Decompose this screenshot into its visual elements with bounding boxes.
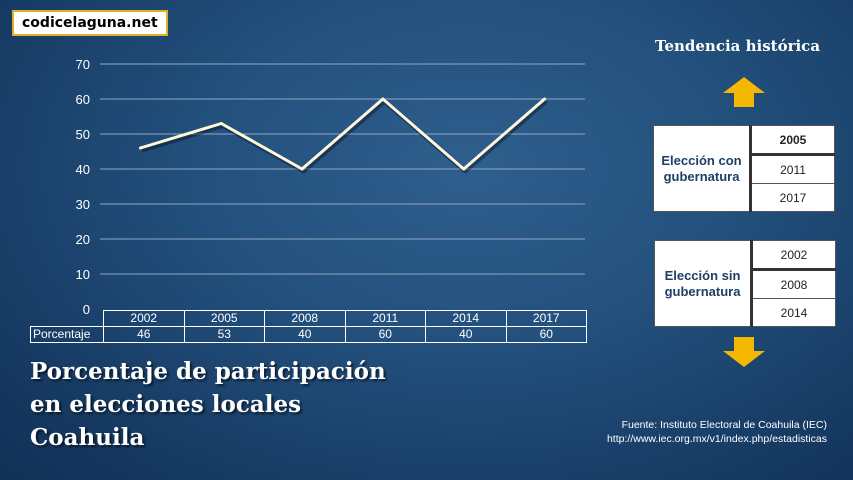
year-cell: 2008 [264,310,346,327]
year-cell: 2017 [750,183,835,212]
arrow-down-shape [723,337,765,367]
year-cell-highlight: 2008 [751,268,836,299]
value-cell: 40 [264,326,346,343]
year-row: 2002 2005 2008 2011 2014 2017 [30,310,587,327]
data-point [462,167,466,171]
con-gubernatura-table: Elección con gubernatura 2005 2011 2017 [653,125,835,212]
value-cell: 53 [183,326,265,343]
title-line-1: Porcentaje de participación [30,358,386,385]
data-point [219,122,223,125]
source-line: Fuente: Instituto Electoral de Coahuila … [621,419,827,431]
year-cell: 2002 [751,240,836,270]
source-url[interactable]: http://www.iec.org.mx/v1/index.php/estad… [606,433,827,445]
year-cell: 2014 [425,310,507,327]
y-tick-label: 50 [76,127,90,142]
value-cell: 60 [344,326,426,343]
y-tick-label: 60 [76,92,90,107]
data-point [300,167,304,171]
year-cell: 2017 [505,310,587,327]
value-cell: 46 [103,326,185,343]
row-label: Porcentaje [30,326,104,343]
year-cell: 2002 [103,310,185,327]
title-line-3: Coahuila [30,424,145,451]
value-row: Porcentaje 46 53 40 60 40 60 [30,326,587,343]
chart-data-table: 2002 2005 2008 2011 2014 2017 Porcentaje… [30,310,587,343]
data-point [381,97,385,101]
year-cell: 2011 [750,154,835,184]
arrow-down-icon [723,337,765,367]
sin-gubernatura-label: Elección sin gubernatura [654,240,753,327]
value-cell: 60 [505,326,587,343]
arrow-up-icon [723,77,765,107]
value-cell: 40 [425,326,507,343]
y-tick-label: 40 [76,162,90,177]
main-title: Porcentaje de participación en eleccione… [30,355,386,454]
series-line [139,97,546,171]
trend-title: Tendencia histórica [655,37,821,55]
y-tick-label: 70 [76,57,90,72]
series-line-shadow [141,98,548,174]
year-cell: 2011 [344,310,426,327]
arrow-up-shape [723,77,765,107]
y-tick-label: 20 [76,232,90,247]
y-tick-label: 10 [76,267,90,282]
site-badge[interactable]: codicelaguna.net [12,10,168,36]
source-note: Fuente: Instituto Electoral de Coahuila … [607,418,827,446]
y-tick-label: 0 [83,302,90,317]
year-cell-highlight: 2005 [750,125,835,156]
year-cell: 2014 [751,298,836,327]
data-point [543,97,547,101]
con-gubernatura-label: Elección con gubernatura [653,125,752,212]
title-line-2: en elecciones locales [30,391,302,418]
y-tick-label: 30 [76,197,90,212]
sin-gubernatura-table: Elección sin gubernatura 2002 2008 2014 [654,240,836,327]
data-point [138,146,142,150]
year-cell: 2005 [183,310,265,327]
